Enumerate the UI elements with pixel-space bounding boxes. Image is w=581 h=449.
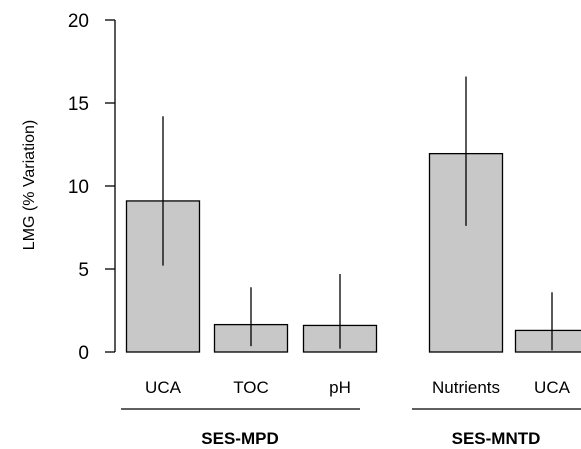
group-label: SES-MNTD <box>452 429 541 448</box>
y-tick-label: 20 <box>68 11 89 32</box>
category-label: UCA <box>145 378 182 397</box>
group-labels: SES-MPD SES-MNTD <box>121 408 581 448</box>
category-label: pH <box>329 378 351 397</box>
y-axis: 0 5 10 15 20 <box>68 11 116 364</box>
bars-layer <box>125 76 581 353</box>
y-tick-label: 0 <box>78 343 89 364</box>
category-label: Nutrients <box>432 378 500 397</box>
category-label: UCA <box>534 378 571 397</box>
group-label: SES-MPD <box>201 429 278 448</box>
y-tick-label: 5 <box>78 260 89 281</box>
category-label: TOC <box>233 378 269 397</box>
y-tick-label: 10 <box>68 177 89 198</box>
category-labels: UCA TOC pH Nutrients UCA <box>145 378 571 397</box>
bar-uca <box>514 329 581 353</box>
y-axis-title: LMG (% Variation) <box>21 120 38 250</box>
y-tick-label: 15 <box>68 94 89 115</box>
